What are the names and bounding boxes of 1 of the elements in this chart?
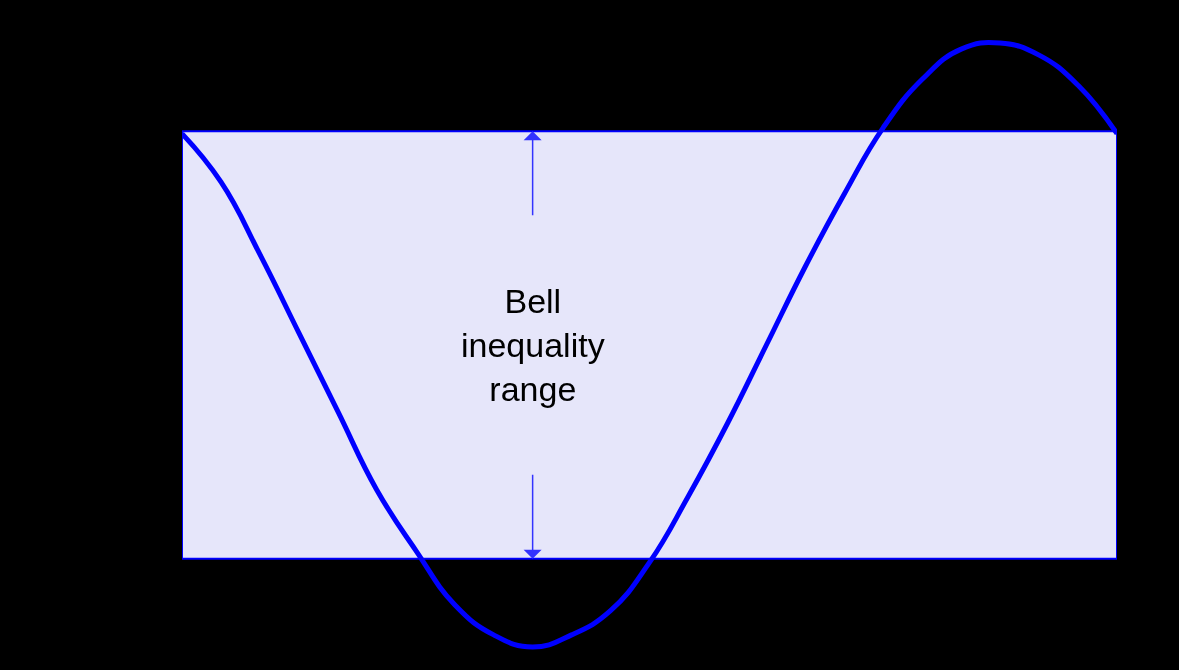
- band-label: Bell inequality range: [461, 282, 605, 409]
